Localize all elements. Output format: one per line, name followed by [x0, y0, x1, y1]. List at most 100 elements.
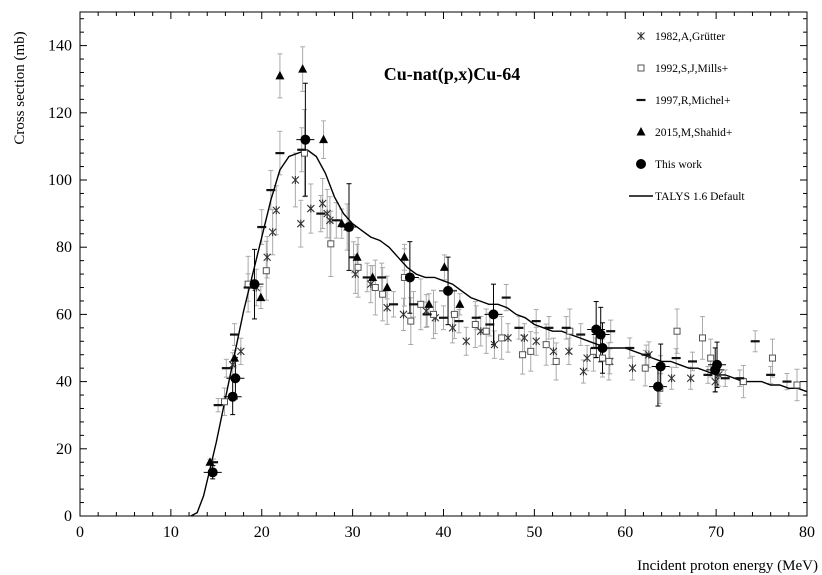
- y-tick-label: 140: [48, 38, 72, 55]
- data-point: [300, 149, 308, 157]
- data-point: [527, 347, 535, 355]
- data-point: [504, 333, 512, 342]
- y-tick-label: 60: [56, 306, 72, 323]
- data-point: [300, 134, 311, 145]
- legend-label: This work: [655, 159, 702, 171]
- data-point: [597, 343, 608, 353]
- data-point: [318, 199, 327, 208]
- data-point: [272, 206, 281, 215]
- data-point: [439, 262, 449, 271]
- legend-label: 1982,A,Grütter: [655, 31, 725, 43]
- data-point: [450, 310, 458, 318]
- data-point: [673, 327, 681, 335]
- data-point: [707, 354, 715, 362]
- data-point: [368, 272, 378, 281]
- x-tick-label: 70: [708, 524, 724, 541]
- y-tick-label: 100: [48, 172, 72, 189]
- data-point: [490, 340, 499, 349]
- data-point: [628, 364, 637, 373]
- x-tick-label: 20: [254, 524, 270, 541]
- data-point: [667, 374, 676, 383]
- data-point: [424, 299, 434, 308]
- data-point: [712, 359, 723, 370]
- data-point: [768, 354, 776, 362]
- y-tick-label: 120: [48, 105, 72, 122]
- x-tick-label: 60: [617, 524, 633, 541]
- y-tick-label: 40: [56, 374, 72, 391]
- data-point: [227, 391, 238, 402]
- data-point: [326, 216, 334, 225]
- data-point: [229, 353, 239, 362]
- data-point: [207, 467, 218, 478]
- data-point: [268, 228, 277, 237]
- data-point: [595, 329, 606, 340]
- legend-symbol: [636, 127, 646, 136]
- data-point: [519, 351, 527, 359]
- data-point: [249, 279, 260, 290]
- data-point: [351, 270, 360, 279]
- data-point: [298, 64, 308, 73]
- data-point: [352, 252, 362, 261]
- talys-curve: [190, 149, 808, 517]
- data-point: [306, 204, 315, 213]
- data-point: [371, 284, 379, 292]
- data-point: [471, 320, 479, 328]
- y-tick-label: 80: [56, 239, 72, 256]
- chart-title: Cu-nat(p,x)Cu-64: [384, 64, 521, 85]
- y-axis-label: Cross section (mb): [12, 31, 28, 144]
- legend-symbol: [637, 32, 645, 40]
- data-point: [599, 354, 607, 362]
- legend-label: 2015,M,Shahid+: [655, 127, 732, 139]
- data-point: [275, 70, 285, 80]
- y-tick-label: 0: [64, 508, 72, 525]
- data-point: [399, 252, 409, 261]
- data-point: [230, 373, 241, 384]
- data-point: [566, 327, 574, 335]
- data-point: [205, 457, 215, 466]
- data-point: [399, 310, 408, 319]
- data-point: [236, 347, 245, 356]
- data-point: [652, 381, 663, 392]
- data-point: [739, 378, 747, 386]
- x-tick-label: 0: [76, 524, 84, 541]
- data-point: [532, 337, 541, 346]
- data-point: [605, 357, 613, 365]
- x-tick-label: 80: [799, 524, 815, 541]
- data-point: [565, 347, 573, 356]
- data-point: [686, 374, 695, 383]
- data-point: [711, 377, 720, 386]
- data-point: [337, 218, 347, 228]
- x-axis-label: Incident proton energy (MeV): [637, 558, 818, 574]
- legend-symbol: [636, 159, 646, 169]
- y-tick-label: 20: [56, 441, 72, 458]
- data-point: [262, 267, 270, 275]
- legend-label: 1992,S,J,Mills+: [655, 63, 728, 75]
- data-point: [256, 292, 266, 302]
- x-tick-label: 40: [436, 524, 452, 541]
- data-point: [323, 209, 332, 218]
- data-point: [404, 272, 415, 283]
- data-point: [382, 282, 392, 292]
- data-point: [552, 357, 560, 365]
- data-point: [327, 240, 335, 248]
- legend-label: TALYS 1.6 Default: [655, 191, 745, 203]
- axes: 0 10 20 30 40 50 60 70 80 0 20 40 60 80 100 120 140: [48, 11, 815, 541]
- plot-area: [190, 46, 808, 517]
- data-point: [641, 364, 649, 372]
- data-point: [443, 285, 454, 296]
- x-tick-label: 50: [526, 524, 542, 541]
- data-point: [263, 253, 272, 262]
- data-point: [488, 309, 499, 320]
- data-point: [417, 300, 425, 308]
- legend-label: 1997,R,Michel+: [655, 95, 730, 107]
- data-point: [379, 290, 387, 298]
- plot-frame: [79, 11, 808, 517]
- data-point: [448, 323, 457, 332]
- legend-symbol: [637, 64, 645, 72]
- data-point: [655, 361, 666, 372]
- data-point: [343, 222, 354, 233]
- data-point: [220, 398, 228, 406]
- x-tick-label: 30: [345, 524, 361, 541]
- data-point: [296, 219, 305, 228]
